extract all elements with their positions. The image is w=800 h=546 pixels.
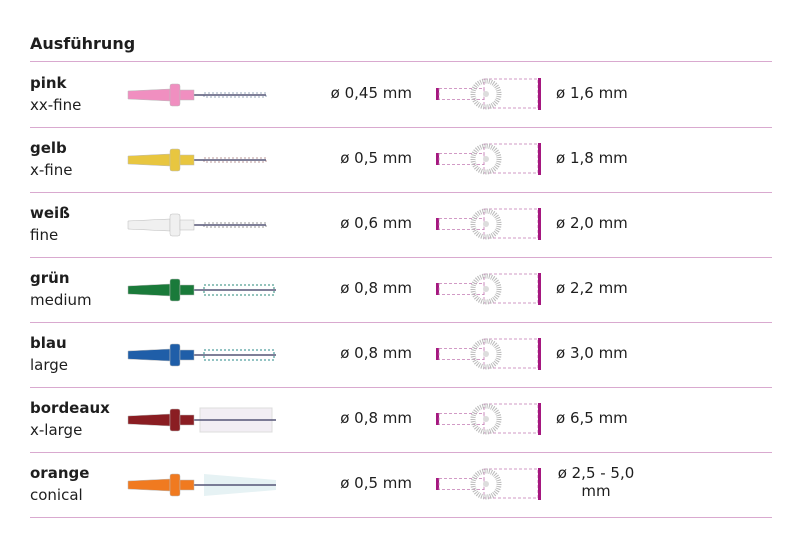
brush-diameter: ø 2,0 mm [556, 214, 628, 232]
brush-diameter: ø 1,8 mm [556, 149, 628, 167]
brush-image-icon [127, 343, 276, 367]
product-color-name: bordeaux [30, 399, 110, 417]
divider [30, 192, 772, 193]
brush-diameter: ø 3,0 mm [556, 344, 628, 362]
table-row: weiß fine ø 0,6 mm ø 2,0 mm [0, 192, 800, 257]
diameter-diagram-icon [436, 338, 541, 370]
brush-diameter: ø 1,6 mm [556, 84, 628, 102]
product-color-name: weiß [30, 204, 70, 222]
brush-diameter: ø 6,5 mm [556, 409, 628, 427]
brush-image-icon [127, 148, 267, 172]
table-row: grün medium ø 0,8 mm ø 2,2 mm [0, 257, 800, 322]
diameter-diagram-icon [436, 143, 541, 175]
wire-diameter: ø 0,8 mm [340, 279, 412, 297]
section-title: Ausführung [30, 34, 136, 53]
brush-image-icon [127, 407, 276, 433]
product-size-name: x-fine [30, 161, 73, 179]
product-size-name: conical [30, 486, 83, 504]
diameter-diagram-icon [436, 468, 541, 500]
product-size-name: xx-fine [30, 96, 82, 114]
brush-image-icon [127, 278, 276, 302]
divider [30, 322, 772, 323]
product-color-name: grün [30, 269, 70, 287]
product-color-name: pink [30, 74, 67, 92]
divider [30, 127, 772, 128]
wire-diameter: ø 0,45 mm [330, 84, 412, 102]
brush-image-icon [127, 213, 267, 237]
diameter-diagram-icon [436, 208, 541, 240]
divider [30, 517, 772, 518]
product-color-name: gelb [30, 139, 67, 157]
product-color-name: blau [30, 334, 67, 352]
wire-diameter: ø 0,5 mm [340, 474, 412, 492]
brush-diameter: ø 2,5 - 5,0 mm [557, 464, 635, 500]
table-row: gelb x-fine ø 0,5 mm ø 1,8 mm [0, 127, 800, 192]
diameter-diagram-icon [436, 403, 541, 435]
product-size-name: x-large [30, 421, 83, 439]
wire-diameter: ø 0,8 mm [340, 409, 412, 427]
product-size-name: large [30, 356, 69, 374]
diameter-diagram-icon [436, 273, 541, 305]
divider [30, 257, 772, 258]
table-row: blau large ø 0,8 mm ø 3,0 mm [0, 322, 800, 387]
product-color-name: orange [30, 464, 90, 482]
table-row: pink xx-fine ø 0,45 mm ø 1,6 mm [0, 62, 800, 127]
divider [30, 452, 772, 453]
brush-diameter: ø 2,2 mm [556, 279, 628, 297]
divider [30, 387, 772, 388]
table-row: orange conical ø 0,5 mm ø 2,5 - 5,0 mm [0, 452, 800, 517]
wire-diameter: ø 0,8 mm [340, 344, 412, 362]
wire-diameter: ø 0,5 mm [340, 149, 412, 167]
divider [30, 61, 772, 62]
wire-diameter: ø 0,6 mm [340, 214, 412, 232]
product-size-name: medium [30, 291, 92, 309]
diameter-diagram-icon [436, 78, 541, 110]
brush-image-icon [127, 83, 267, 107]
brush-image-icon [127, 473, 276, 497]
table-row: bordeaux x-large ø 0,8 mm ø 6,5 mm [0, 387, 800, 452]
product-size-name: fine [30, 226, 59, 244]
